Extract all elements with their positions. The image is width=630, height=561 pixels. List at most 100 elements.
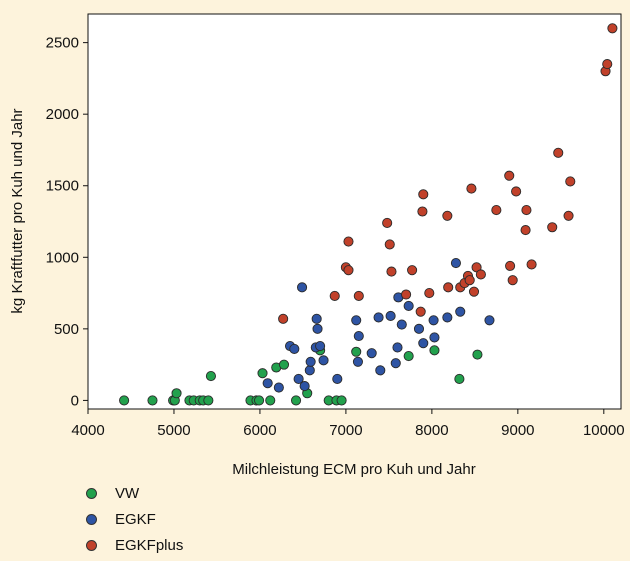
data-point-vw — [351, 346, 362, 357]
data-point-egkfplus — [417, 206, 428, 217]
y-axis-title: kg Kraftfutter pro Kuh und Jahr — [9, 108, 26, 313]
data-point-vw — [429, 345, 440, 356]
data-point-egkfplus — [553, 147, 564, 158]
y-tick-label: 2000 — [46, 106, 79, 123]
data-point-vw — [290, 395, 302, 406]
data-point-egkf — [442, 312, 453, 323]
data-point-vw — [171, 388, 182, 399]
scatter-chart: 4000 5000 6000 7000 8000 9000 10000 0 500 1000 150… — [9, 13, 625, 478]
data-point-vw — [254, 395, 265, 406]
data-point-egkfplus — [491, 205, 502, 216]
data-point-egkf — [332, 373, 343, 384]
data-point-egkfplus — [468, 286, 480, 297]
data-point-egkf — [450, 257, 461, 269]
axis-ticks: 4000 5000 6000 7000 8000 9000 10000 0 500 1000 150… — [46, 35, 625, 439]
legend: VW EGKF EGKFplus — [86, 480, 183, 558]
data-point-egkfplus — [401, 289, 412, 300]
data-point-egkf — [375, 365, 386, 376]
data-point-egkfplus — [415, 306, 426, 317]
x-tick-label: 10000 — [583, 422, 625, 439]
y-tick-label: 0 — [71, 392, 79, 409]
data-point-vw — [472, 349, 483, 360]
data-point-egkfplus — [418, 189, 429, 200]
data-point-egkf — [299, 381, 310, 392]
data-point-egkfplus — [607, 23, 618, 34]
data-point-egkf — [418, 338, 429, 349]
data-point-egkf — [429, 332, 440, 343]
data-point-egkf — [392, 342, 403, 353]
legend-label: EGKF — [115, 510, 156, 528]
data-point-egkfplus — [526, 259, 537, 270]
data-point-egkfplus — [504, 170, 515, 181]
legend-item-egkfplus: EGKFplus — [86, 532, 183, 558]
data-point-egkfplus — [343, 236, 354, 247]
data-point-vw — [203, 395, 214, 406]
y-tick-label: 1500 — [46, 178, 79, 195]
data-point-vw — [336, 395, 347, 406]
x-tick-label: 9000 — [501, 422, 534, 439]
data-point-vw — [205, 371, 216, 382]
data-point-egkfplus — [382, 217, 393, 228]
data-point-egkf — [352, 356, 363, 367]
data-point-egkf — [262, 378, 273, 389]
data-point-vw — [454, 373, 465, 384]
data-point-egkfplus — [343, 265, 354, 276]
data-point-vw — [147, 395, 158, 406]
data-point-egkf — [396, 319, 407, 330]
data-point-vw — [119, 395, 130, 406]
data-point-egkfplus — [407, 265, 418, 276]
data-point-egkfplus — [547, 222, 558, 233]
data-point-egkf — [289, 343, 300, 354]
x-tick-label: 6000 — [243, 422, 276, 439]
legend-item-vw: VW — [86, 480, 183, 506]
data-point-egkf — [315, 340, 326, 352]
x-axis-title: Milchleistung ECM pro Kuh und Jahr — [232, 461, 475, 478]
x-tick-label: 5000 — [157, 422, 190, 439]
data-point-egkfplus — [520, 225, 531, 236]
x-tick-label: 4000 — [71, 422, 104, 439]
y-tick-label: 2500 — [46, 35, 79, 52]
data-point-egkf — [455, 306, 466, 317]
data-point-egkf — [390, 358, 401, 369]
data-point-egkf — [297, 282, 308, 293]
x-tick-label: 7000 — [329, 422, 362, 439]
data-point-vw — [265, 395, 276, 406]
data-point-egkf — [293, 373, 304, 384]
y-tick-label: 1000 — [46, 249, 79, 266]
data-point-egkf — [413, 323, 425, 334]
data-point-egkfplus — [511, 186, 522, 197]
data-point-egkf — [385, 310, 396, 322]
data-point-vw — [403, 350, 414, 362]
data-point-egkfplus — [329, 290, 340, 301]
data-point-egkf — [304, 365, 315, 376]
data-point-egkf — [311, 313, 322, 324]
data-point-egkf — [484, 315, 495, 326]
data-point-egkfplus — [464, 275, 475, 286]
data-point-egkf — [373, 312, 384, 323]
legend-marker — [86, 513, 97, 525]
legend-label: EGKFplus — [115, 536, 184, 554]
data-point-egkfplus — [384, 239, 395, 250]
data-point-egkf — [403, 300, 414, 312]
data-point-egkfplus — [475, 269, 486, 280]
legend-item-egkf: EGKF — [86, 506, 183, 532]
data-point-egkfplus — [386, 266, 397, 277]
data-point-egkfplus — [505, 260, 516, 271]
data-point-egkf — [351, 315, 362, 326]
legend-marker — [86, 539, 97, 551]
y-tick-label: 500 — [54, 321, 79, 338]
data-point-egkf — [305, 356, 316, 367]
data-point-egkf — [318, 355, 329, 366]
data-point-egkfplus — [602, 59, 613, 70]
data-point-egkfplus — [353, 290, 364, 301]
data-point-vw — [257, 368, 268, 379]
data-point-egkf — [353, 330, 364, 342]
data-point-egkf — [428, 315, 439, 326]
data-points — [119, 23, 618, 406]
data-point-egkfplus — [565, 176, 576, 187]
data-point-egkfplus — [563, 210, 574, 221]
data-point-egkf — [366, 348, 377, 359]
legend-label: VW — [115, 484, 140, 502]
data-point-egkf — [312, 323, 323, 334]
plot-area — [87, 13, 622, 410]
